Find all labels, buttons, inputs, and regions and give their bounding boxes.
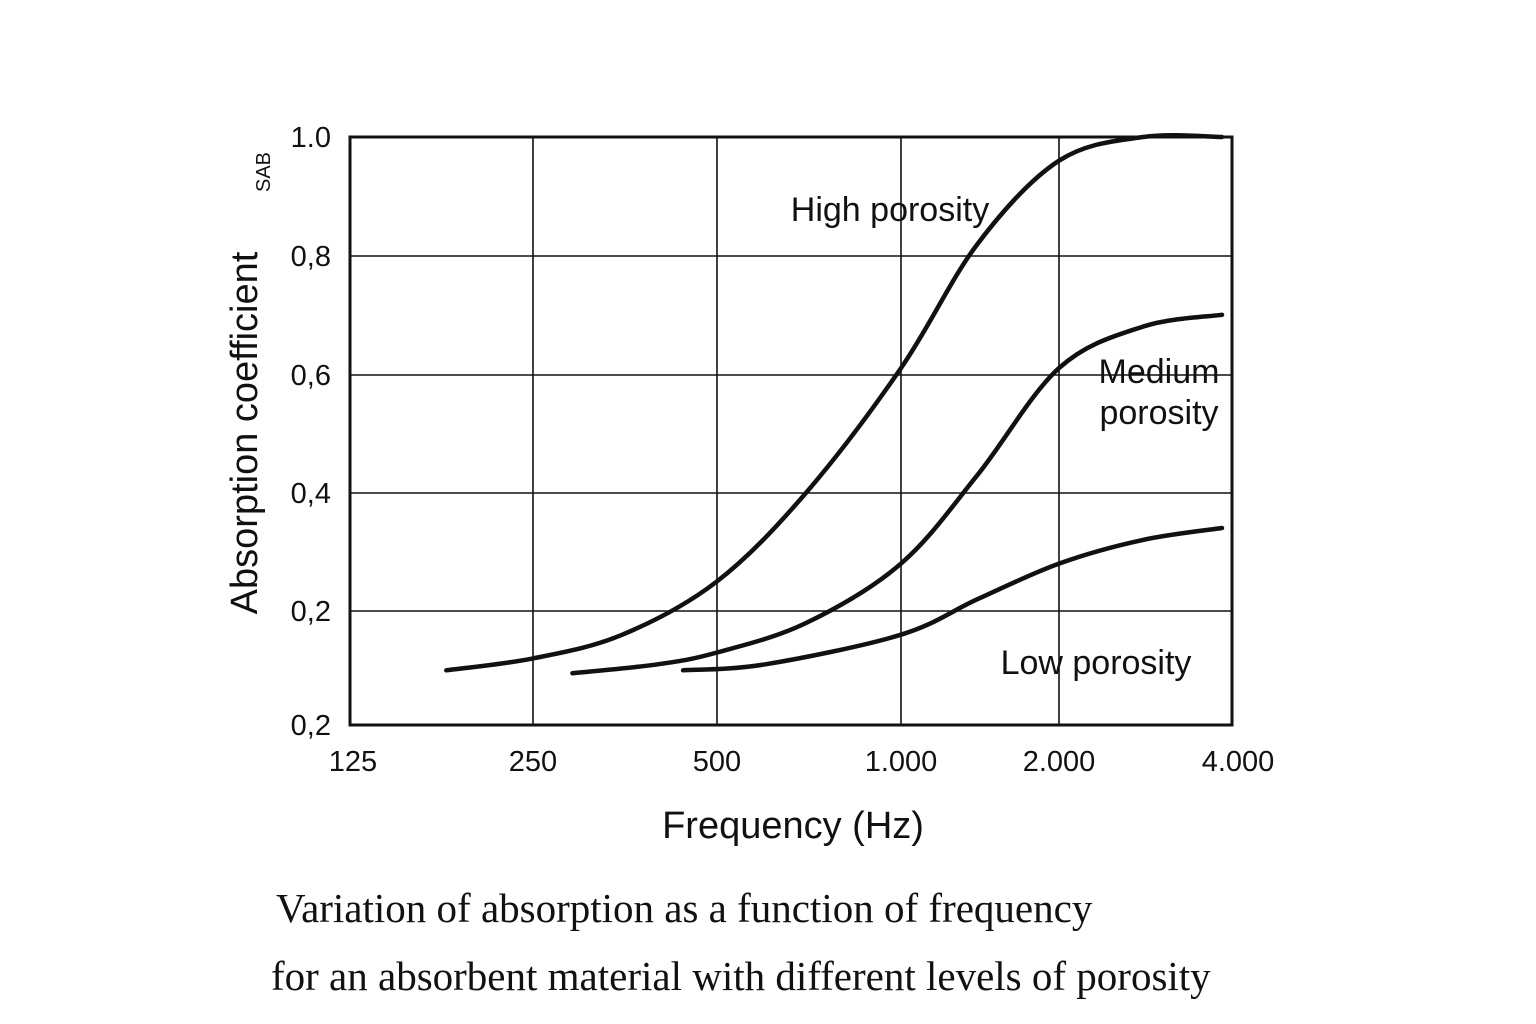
y-axis-subscript: SAB bbox=[253, 152, 275, 192]
chart-caption-line-1: Variation of absorption as a function of… bbox=[276, 885, 1093, 931]
x-tick-label: 250 bbox=[509, 746, 557, 778]
x-tick-label: 500 bbox=[693, 746, 741, 778]
series-curves bbox=[444, 132, 1225, 676]
series-low-porosity-line bbox=[680, 525, 1225, 673]
chart-caption-line-2: for an absorbent material with different… bbox=[271, 953, 1211, 999]
series-high-porosity-line bbox=[444, 132, 1225, 673]
series-label-medium-line2: porosity bbox=[1099, 394, 1218, 432]
y-tick-label: 0,2 bbox=[291, 710, 331, 742]
x-tick-label: 2.000 bbox=[1023, 746, 1096, 778]
grid-lines bbox=[350, 137, 1232, 725]
series-medium-porosity-line bbox=[570, 312, 1225, 676]
series-label-low: Low porosity bbox=[1001, 644, 1192, 682]
y-tick-label: 0,2 bbox=[291, 596, 331, 628]
y-tick-label: 0,6 bbox=[291, 360, 331, 392]
y-tick-label: 0,4 bbox=[291, 478, 331, 510]
x-tick-labels: 125 250 500 1.000 2.000 4.000 bbox=[329, 746, 1274, 778]
series-label-medium-line1: Medium bbox=[1099, 353, 1220, 391]
absorption-chart: 125 250 500 1.000 2.000 4.000 0,2 0,2 0,4 0,6 0,8… bbox=[224, 122, 1274, 847]
x-tick-label: 125 bbox=[329, 746, 377, 778]
x-axis-title: Frequency (Hz) bbox=[662, 805, 924, 847]
x-tick-label: 1.000 bbox=[865, 746, 938, 778]
y-tick-labels: 0,2 0,2 0,4 0,6 0,8 1.0 bbox=[291, 122, 331, 742]
y-tick-label: 1.0 bbox=[291, 122, 331, 154]
y-tick-label: 0,8 bbox=[291, 241, 331, 273]
y-axis-title: Absorption coefficient bbox=[224, 251, 266, 614]
x-tick-label: 4.000 bbox=[1202, 746, 1275, 778]
plot-frame bbox=[348, 135, 1234, 727]
series-label-high: High porosity bbox=[791, 191, 989, 229]
